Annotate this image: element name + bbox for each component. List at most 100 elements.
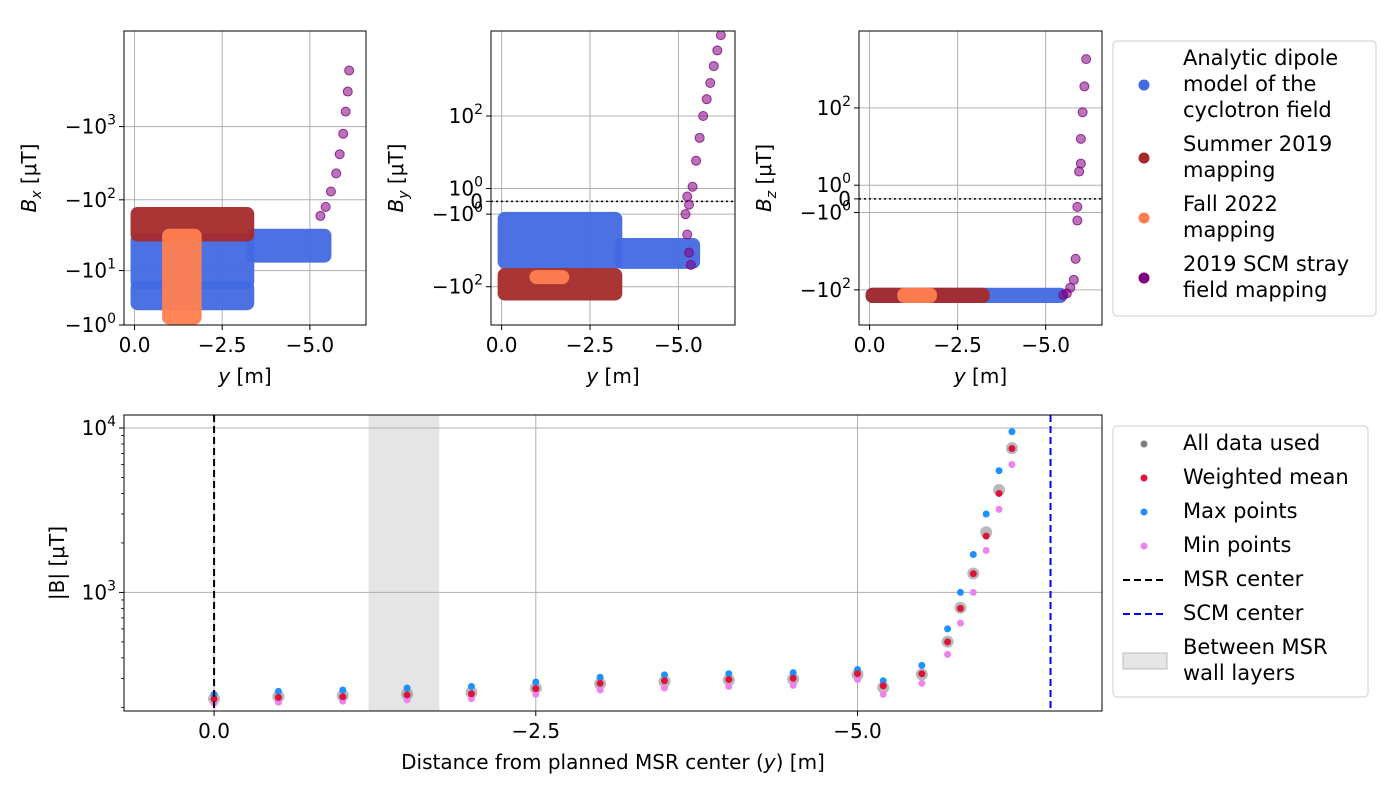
legend-label: Min points (1183, 533, 1291, 557)
x-axis-label: y [m] (217, 364, 271, 388)
legend-label: Max points (1183, 499, 1298, 523)
data-point-weighted-mean (918, 670, 926, 678)
y-axis-label: |B| [μT] (45, 526, 69, 600)
plot-area (865, 54, 1092, 304)
data-point-scm2019 (715, 31, 726, 41)
legend-marker (1140, 542, 1148, 550)
legend-label: Analytic dipole (1183, 46, 1338, 70)
data-point-weighted-mean (725, 676, 733, 684)
data-point-scm2019 (1072, 215, 1083, 226)
legend-label: All data used (1183, 431, 1320, 455)
legend-label: Summer 2019 (1183, 132, 1332, 156)
data-point-weighted-mean (339, 693, 347, 701)
y-tick-label: −103 (65, 113, 116, 139)
legend-frame (1112, 40, 1377, 317)
legend-entry-max-points: Max points (1140, 499, 1298, 523)
plot-area (208, 428, 1018, 707)
data-point-max-points (403, 684, 411, 692)
data-point-scm2019 (680, 209, 691, 220)
data-point-weighted-mean (969, 570, 977, 578)
axes-frame (123, 414, 1103, 712)
data-point-min-points (403, 696, 411, 704)
data-point-scm2019 (325, 186, 336, 197)
data-point-weighted-mean (982, 532, 990, 540)
legend-entry-min-points: Min points (1140, 533, 1291, 557)
data-point-scm2019 (315, 210, 326, 221)
data-point-min-points (918, 679, 926, 687)
y-tick-label: −102 (432, 273, 483, 299)
data-band-fall2022 (529, 270, 570, 285)
y-axis-label: By [μT] (384, 144, 412, 213)
x-tick-label: −5.0 (833, 719, 882, 743)
data-point-max-points (995, 467, 1003, 475)
data-point-weighted-mean (274, 693, 282, 701)
y-tick-label: −100 (65, 311, 116, 337)
data-point-weighted-mean (854, 670, 861, 678)
data-point-scm2019 (694, 132, 705, 143)
data-point-min-points (879, 690, 887, 698)
legend-label: Between MSR (1183, 635, 1328, 659)
series-dipole (497, 211, 701, 269)
data-point-scm2019 (1077, 107, 1088, 118)
x-tick-label: 0.0 (486, 333, 518, 357)
data-point-weighted-mean (1008, 445, 1016, 453)
data-point-weighted-mean (995, 489, 1003, 497)
data-point-scm2019 (705, 78, 716, 89)
x-axis-label: y [m] (953, 364, 1007, 388)
legend-label: cyclotron field (1183, 98, 1332, 122)
series-fall2022 (529, 270, 570, 285)
data-point-max-points (969, 551, 977, 559)
data-point-scm2019 (685, 259, 696, 270)
legend-label: SCM center (1183, 601, 1304, 625)
y-tick-label: 100 (817, 171, 851, 197)
data-point-min-points (1008, 460, 1016, 468)
y-tick-label: −100 (432, 200, 483, 226)
data-point-weighted-mean (789, 674, 797, 682)
data-point-scm2019 (682, 191, 693, 202)
data-point-scm2019 (1070, 253, 1081, 264)
data-band-fall2022 (897, 287, 937, 304)
y-tick-label: 102 (817, 94, 851, 120)
legend-frame (1112, 425, 1369, 698)
data-point-max-points (660, 671, 668, 679)
panel-bx: 0.0 −2.5 −5.0 −100 −101 −102 −103 Bx [μT] y [m] (17, 30, 367, 388)
data-band-dipole (497, 211, 623, 269)
data-point-scm2019 (331, 168, 342, 179)
y-tick-label: −102 (65, 186, 116, 212)
series-scm2019 (315, 65, 355, 221)
data-point-max-points (467, 682, 475, 690)
legend-marker (1138, 212, 1150, 224)
legend-label: 2019 SCM stray (1183, 252, 1349, 276)
data-point-max-points (725, 670, 733, 678)
legend-label: model of the (1183, 72, 1316, 96)
data-point-scm2019 (1079, 81, 1090, 92)
y-tick-label: 103 (82, 578, 116, 604)
data-point-min-points (789, 681, 797, 689)
plot-area (497, 31, 726, 301)
x-tick-label: −5.0 (286, 333, 335, 357)
data-point-min-points (467, 695, 475, 703)
data-point-max-points (918, 661, 926, 669)
axes-frame (858, 30, 1103, 326)
data-point-scm2019 (684, 247, 695, 258)
y-tick-label: 100 (449, 175, 483, 201)
data-point-weighted-mean (660, 677, 668, 685)
legend-marker (1138, 272, 1150, 284)
data-point-scm2019 (338, 128, 349, 139)
data-point-max-points (274, 687, 282, 695)
y-tick-label: 102 (449, 102, 483, 128)
legend-marker (1140, 508, 1148, 516)
legend-label: field mapping (1183, 278, 1327, 302)
legend-marker (1122, 652, 1168, 670)
legend-label: mapping (1183, 158, 1275, 182)
legend-marker (1140, 474, 1148, 482)
data-point-weighted-mean (956, 604, 964, 612)
data-band-summer2019 (497, 268, 623, 301)
data-point-scm2019 (701, 94, 712, 105)
data-point-max-points (982, 510, 990, 518)
series-scm2019 (680, 31, 726, 270)
data-point-scm2019 (691, 155, 702, 166)
